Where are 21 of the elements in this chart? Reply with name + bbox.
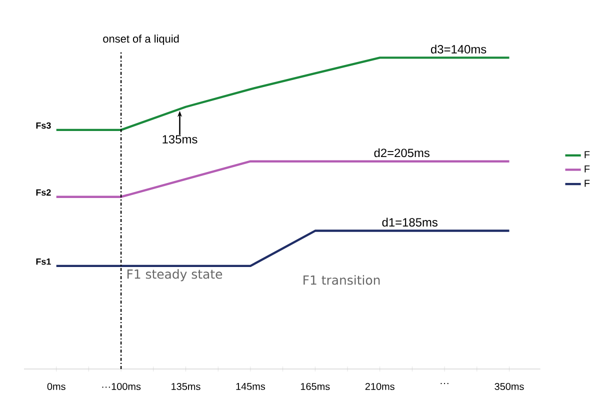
annotation: d1=185ms xyxy=(382,218,438,227)
x-tick-label: 210ms xyxy=(365,382,394,390)
x-tick-label: 0ms xyxy=(47,382,66,390)
legend-label: F xyxy=(584,180,590,187)
annotation: F1 steady state xyxy=(127,269,222,282)
ref-line-label: onset of a liquid xyxy=(103,34,179,45)
annotation: Fs1 xyxy=(36,258,51,265)
x-tick-label: 350ms xyxy=(494,382,524,390)
annotation: F1 transition xyxy=(304,275,380,285)
legend-label: F xyxy=(584,151,590,158)
x-tick-label: 165ms xyxy=(300,382,330,390)
x-tick-label: ··· xyxy=(440,382,448,384)
x-tick-label: 145ms xyxy=(236,382,266,390)
annotation: d2=205ms xyxy=(374,148,430,158)
legend-label: F xyxy=(584,166,590,172)
annotation: 135ms xyxy=(162,135,198,144)
annotation: Fs2 xyxy=(36,189,51,196)
x-tick-label: ···100ms xyxy=(102,382,141,390)
x-tick-label: 135ms xyxy=(172,382,200,390)
annotation: d3=140ms xyxy=(430,44,486,54)
annotation: Fs3 xyxy=(36,122,51,129)
